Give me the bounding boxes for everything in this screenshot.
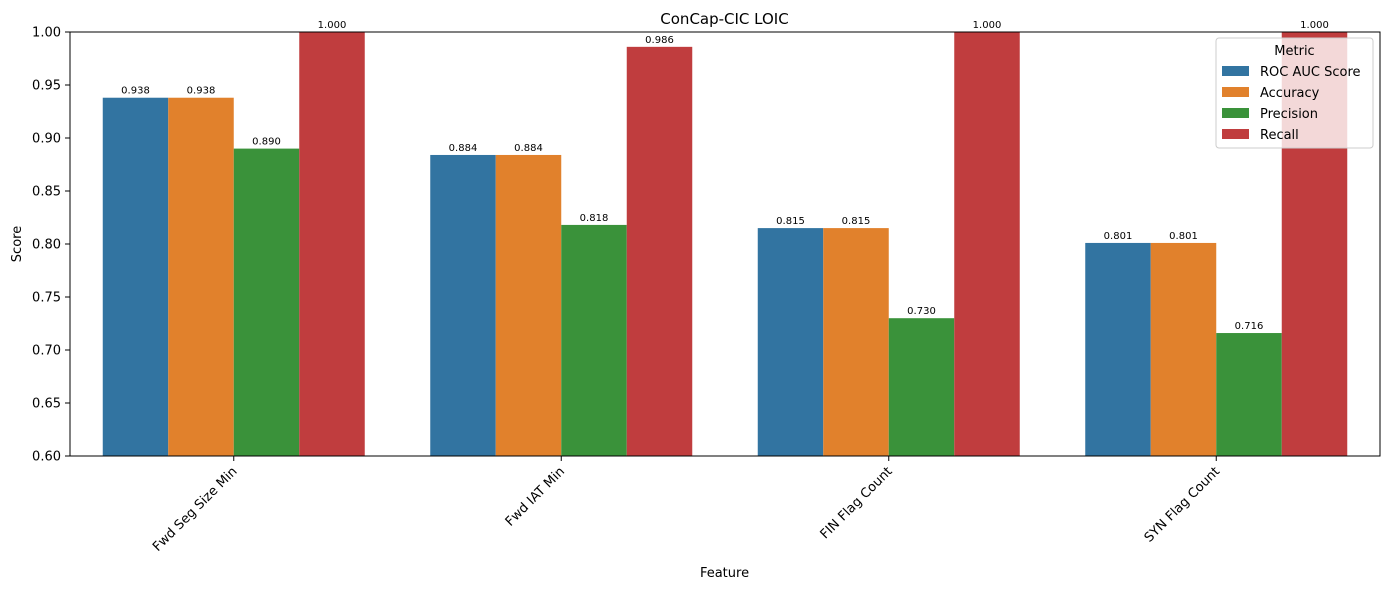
bar xyxy=(299,32,365,456)
bar xyxy=(102,97,169,456)
chart-title: ConCap-CIC LOIC xyxy=(660,10,788,28)
legend-entry: Accuracy xyxy=(1260,86,1320,101)
bar-value-label: 0.890 xyxy=(252,137,281,148)
bar-value-label: 1.000 xyxy=(1300,20,1329,31)
y-tick-label: 0.90 xyxy=(32,132,61,147)
legend-swatch xyxy=(1222,108,1249,118)
x-tick-label: SYN Flag Count xyxy=(1142,464,1223,545)
bar-value-label: 0.938 xyxy=(121,86,150,97)
bar-value-label: 0.716 xyxy=(1235,321,1264,332)
bar-value-label: 1.000 xyxy=(973,20,1002,31)
bar-value-label: 0.818 xyxy=(580,213,609,224)
plot-area: 0.9380.8840.8150.8010.9380.8840.8150.801… xyxy=(32,20,1381,555)
y-tick-label: 0.95 xyxy=(32,79,61,94)
bar-value-label: 0.815 xyxy=(842,216,871,227)
bar-value-label: 1.000 xyxy=(318,20,347,31)
bar xyxy=(430,154,496,456)
y-tick-label: 0.80 xyxy=(32,238,61,253)
y-tick-label: 0.70 xyxy=(32,344,61,359)
bar-value-label: 0.938 xyxy=(187,86,216,97)
bar xyxy=(1150,242,1217,456)
bar xyxy=(495,154,562,456)
bar-value-label: 0.884 xyxy=(449,143,478,154)
legend-swatch xyxy=(1222,87,1249,97)
legend-entry: Precision xyxy=(1260,107,1318,122)
y-tick-label: 0.85 xyxy=(32,185,61,200)
bar-value-label: 0.884 xyxy=(514,143,543,154)
legend-title: Metric xyxy=(1274,44,1314,59)
bar-value-label: 0.801 xyxy=(1104,231,1133,242)
x-tick-label: FIN Flag Count xyxy=(818,464,896,542)
x-axis-label: Feature xyxy=(700,566,749,581)
x-tick-label: Fwd Seg Size Min xyxy=(150,464,241,555)
legend-entry: Recall xyxy=(1260,128,1299,143)
bar xyxy=(954,32,1020,456)
bar xyxy=(626,46,693,457)
legend-swatch xyxy=(1222,66,1249,76)
bar-value-label: 0.801 xyxy=(1169,231,1198,242)
bar-value-label: 0.815 xyxy=(776,216,805,227)
y-tick-label: 0.60 xyxy=(32,450,61,465)
legend: Metric ROC AUC Score Accuracy Precision Reca… xyxy=(1215,37,1374,149)
bar xyxy=(823,228,889,456)
legend-swatch xyxy=(1222,129,1249,139)
bar-value-label: 0.730 xyxy=(907,306,936,317)
legend-entry: ROC AUC Score xyxy=(1260,65,1361,80)
bar xyxy=(757,228,824,456)
y-tick-label: 0.65 xyxy=(32,397,61,412)
bar xyxy=(233,148,300,456)
y-tick-label: 0.75 xyxy=(32,291,61,306)
legend-box xyxy=(1215,37,1374,149)
y-tick-label: 1.00 xyxy=(32,26,61,41)
bar xyxy=(1216,333,1282,456)
bar xyxy=(1085,242,1151,456)
x-tick-label: Fwd IAT Min xyxy=(503,464,568,529)
bar xyxy=(168,97,234,456)
y-axis-label: Score xyxy=(10,226,25,262)
bar xyxy=(561,224,627,456)
bar-value-label: 0.986 xyxy=(645,35,674,46)
bar xyxy=(888,318,955,456)
